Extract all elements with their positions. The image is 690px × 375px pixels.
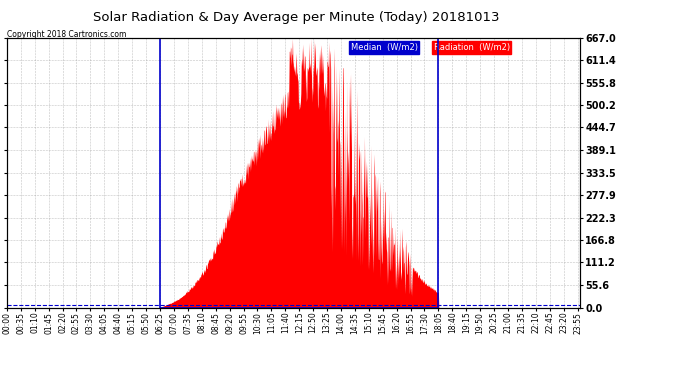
Text: Radiation  (W/m2): Radiation (W/m2): [433, 43, 510, 52]
Text: Median  (W/m2): Median (W/m2): [351, 43, 417, 52]
Bar: [160, 38, 438, 308]
Text: Solar Radiation & Day Average per Minute (Today) 20181013: Solar Radiation & Day Average per Minute…: [93, 11, 500, 24]
Text: Copyright 2018 Cartronics.com: Copyright 2018 Cartronics.com: [7, 30, 126, 39]
